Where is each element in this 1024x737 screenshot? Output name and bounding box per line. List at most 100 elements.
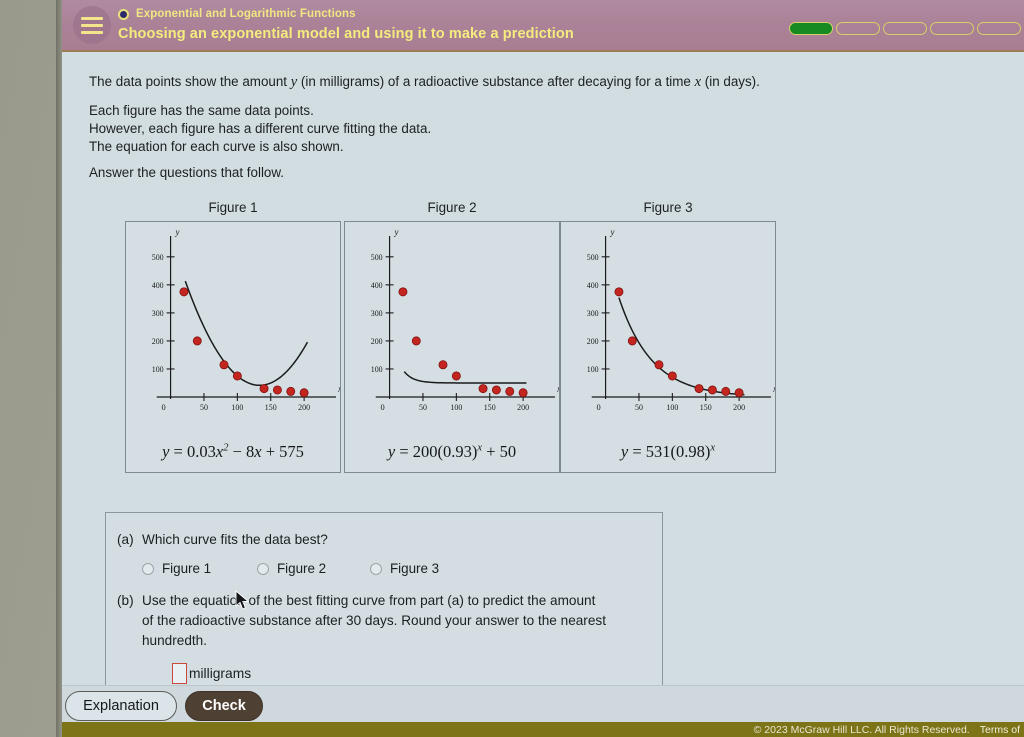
progress-indicator <box>789 22 1021 35</box>
figure-1-caption: Figure 1 <box>208 200 258 215</box>
svg-text:300: 300 <box>587 309 599 318</box>
question-b-line-1: Use the equation of the best fitting cur… <box>142 593 596 608</box>
prompt-seg-c: (in days). <box>701 74 760 89</box>
terms-link[interactable]: Terms of <box>979 723 1020 736</box>
progress-segment-3 <box>883 22 927 35</box>
eq2-lhs: y <box>387 442 396 461</box>
prompt-line-3: However, each figure has a different cur… <box>89 121 432 136</box>
svg-text:150: 150 <box>484 403 496 412</box>
eq2-tail: + 50 <box>482 442 517 461</box>
figure-3-caption: Figure 3 <box>643 200 693 215</box>
progress-segment-1 <box>789 22 833 35</box>
radio-circle-figure-3[interactable] <box>370 562 382 575</box>
svg-text:0: 0 <box>162 402 166 412</box>
page-title: Choosing an exponential model and using … <box>118 26 574 42</box>
eq2-b: 0.93 <box>443 442 472 461</box>
figure-2-plot: yx100200300400500050100150200 y = 200(0.… <box>344 221 560 473</box>
eq1-x2: x <box>254 442 262 461</box>
radio-option-figure-2[interactable]: Figure 2 <box>257 561 370 576</box>
svg-text:x: x <box>337 384 340 394</box>
svg-text:50: 50 <box>200 403 208 412</box>
breadcrumb: Exponential and Logarithmic Functions <box>118 8 356 20</box>
check-button[interactable]: Check <box>185 691 263 721</box>
progress-segment-2 <box>836 22 880 35</box>
svg-text:0: 0 <box>381 402 385 412</box>
answer-row: milligrams <box>172 663 251 684</box>
figure-1-svg: y x 100 200 300 400 500 0 50 100 150 200 <box>152 227 340 412</box>
svg-text:400: 400 <box>152 281 164 290</box>
figure-2-equation: y = 200(0.93)x + 50 <box>345 442 559 462</box>
svg-text:500: 500 <box>371 253 383 262</box>
bezel-shadow <box>56 0 64 737</box>
mouse-cursor-icon <box>235 590 250 610</box>
hamburger-icon[interactable] <box>73 6 111 44</box>
svg-text:150: 150 <box>700 403 712 412</box>
svg-text:50: 50 <box>635 403 643 412</box>
eq1-equals: = <box>169 442 187 461</box>
app-header: Exponential and Logarithmic Functions Ch… <box>62 0 1024 52</box>
svg-text:200: 200 <box>733 403 745 412</box>
eq2-exp: x <box>477 442 483 454</box>
prompt-var-y: y <box>290 74 298 90</box>
figure-3-svg: y x 100 200 300 400 500 0 50 100 150 200 <box>587 227 775 412</box>
svg-text:300: 300 <box>152 309 164 318</box>
question-a-text: Which curve fits the data best? <box>142 532 328 547</box>
eq3-b: 0.98 <box>676 442 705 461</box>
action-bar: Explanation Check <box>62 685 1024 722</box>
progress-segment-5 <box>977 22 1021 35</box>
figure-3-equation: y = 531(0.98)x <box>561 442 775 462</box>
question-b-line-2: of the radioactive substance after 30 da… <box>142 613 606 628</box>
prompt-var-x: x <box>694 74 702 90</box>
svg-text:500: 500 <box>152 253 164 262</box>
figure-2: Figure 2 y x 100 200 300 400 500 0 50 100 150 200 y… <box>344 200 560 473</box>
eq3-exp: x <box>710 442 716 454</box>
figure-3-plot: y x 100 200 300 400 500 0 50 100 150 200 y = 531(0.… <box>560 221 776 473</box>
answer-input[interactable] <box>172 663 187 684</box>
svg-text:500: 500 <box>587 253 599 262</box>
svg-text:300: 300 <box>371 309 383 318</box>
figure-2-caption: Figure 2 <box>427 200 477 215</box>
radio-option-figure-3[interactable]: Figure 3 <box>370 561 439 576</box>
figures-row: Figure 1 yx100200300400500050100150200 y… <box>122 200 837 520</box>
question-b-label: (b) <box>117 593 134 608</box>
topic-dot-icon <box>118 8 129 20</box>
problem-content: The data points show the amount y (in mi… <box>62 52 1024 690</box>
prompt-line-2: Each figure has the same data points. <box>89 103 314 118</box>
answer-unit-label: milligrams <box>189 666 252 681</box>
svg-text:400: 400 <box>587 281 599 290</box>
radio-label-figure-1: Figure 1 <box>162 561 212 576</box>
svg-text:y: y <box>394 227 399 237</box>
svg-text:100: 100 <box>587 365 599 374</box>
figure-2-svg: y x 100 200 300 400 500 0 50 100 150 200 <box>371 227 559 412</box>
svg-text:400: 400 <box>371 281 383 290</box>
radio-label-figure-2: Figure 2 <box>277 561 327 576</box>
explanation-button[interactable]: Explanation <box>65 691 177 721</box>
svg-text:y: y <box>610 227 615 237</box>
prompt-seg-b: (in milligrams) of a radioactive substan… <box>297 74 695 89</box>
svg-text:x: x <box>772 384 775 394</box>
footer-bar: © 2023 McGraw Hill LLC. All Rights Reser… <box>62 722 1024 737</box>
progress-segment-4 <box>930 22 974 35</box>
copyright-text: © 2023 McGraw Hill LLC. All Rights Reser… <box>753 723 970 736</box>
radio-option-figure-1[interactable]: Figure 1 <box>142 561 257 576</box>
eq2-close: ) <box>471 442 478 461</box>
svg-text:200: 200 <box>371 337 383 346</box>
question-b-line-3: hundredth. <box>142 633 208 648</box>
eq1-exp: 2 <box>223 442 229 454</box>
svg-text:100: 100 <box>231 403 243 412</box>
eq1-mid: − 8 <box>228 442 255 461</box>
eq3-equals: = <box>628 442 646 461</box>
figure-1-plot: yx100200300400500050100150200 y = 0.03x2… <box>125 221 341 473</box>
radio-circle-figure-2[interactable] <box>257 562 269 575</box>
figure-3: Figure 3 y x 100 200 300 400 500 0 50 100 150 200 y… <box>560 200 776 473</box>
svg-text:100: 100 <box>666 403 678 412</box>
svg-text:200: 200 <box>152 337 164 346</box>
svg-text:150: 150 <box>265 403 277 412</box>
breadcrumb-label: Exponential and Logarithmic Functions <box>136 8 356 20</box>
svg-text:x: x <box>556 384 559 394</box>
radio-circle-figure-1[interactable] <box>142 562 154 575</box>
radio-label-figure-3: Figure 3 <box>390 561 440 576</box>
svg-text:0: 0 <box>597 402 601 412</box>
eq3-a: 531 <box>645 442 671 461</box>
svg-text:100: 100 <box>371 365 383 374</box>
